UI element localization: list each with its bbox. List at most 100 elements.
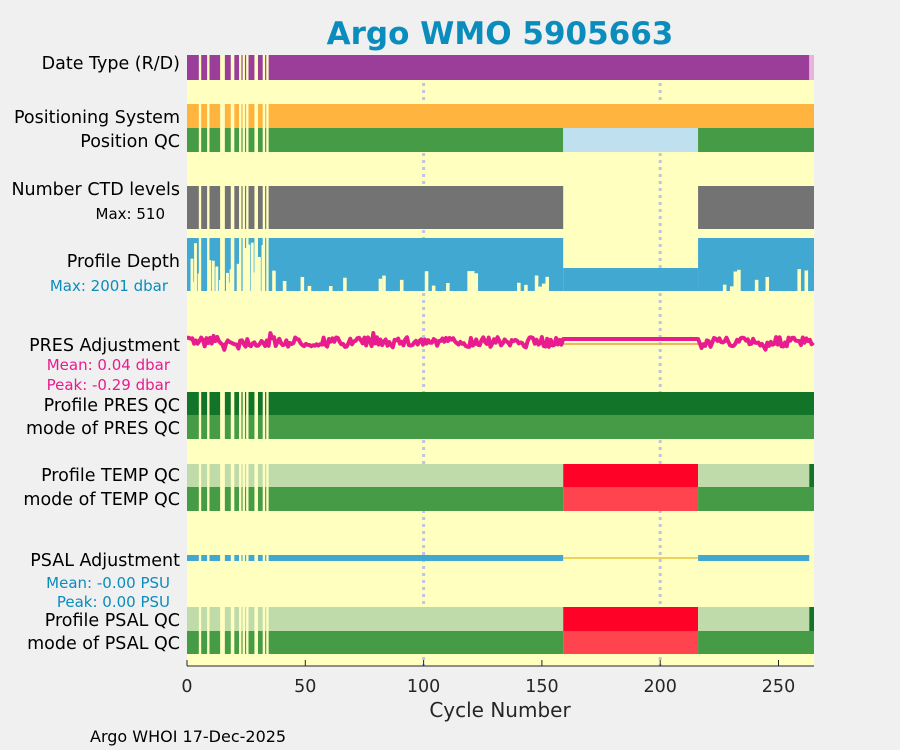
missing-cycle-gap bbox=[230, 128, 235, 152]
missing-cycle-gap bbox=[254, 464, 258, 487]
missing-cycle-gap bbox=[254, 554, 258, 562]
profile-depth-shallow-cycle bbox=[211, 260, 215, 291]
mode_psal_qc-segment bbox=[563, 631, 699, 654]
missing-cycle-gap bbox=[262, 55, 266, 80]
profile_psal_qc-segment bbox=[698, 607, 810, 631]
row-label-mode_pres_qc: mode of PRES QC bbox=[26, 419, 180, 439]
profile-depth-shallow-cycle bbox=[797, 269, 801, 291]
profile-depth-shallow-cycle bbox=[378, 278, 383, 291]
missing-cycle-gap bbox=[254, 186, 258, 229]
missing-cycle-gap bbox=[262, 554, 266, 562]
missing-cycle-gap bbox=[207, 128, 210, 152]
missing-cycle-gap bbox=[207, 186, 210, 229]
missing-cycle-gap bbox=[198, 392, 202, 415]
missing-cycle-gap bbox=[207, 464, 210, 487]
depth-max-sublabel: Max: 2001 dbar bbox=[50, 277, 169, 295]
missing-cycle-gap bbox=[262, 487, 266, 511]
profile-depth-shallow-cycle bbox=[534, 275, 539, 291]
missing-cycle-gap bbox=[266, 631, 269, 654]
missing-cycle-gap bbox=[198, 238, 202, 291]
missing-cycle-gap bbox=[230, 464, 235, 487]
missing-cycle-gap bbox=[254, 55, 258, 80]
missing-cycle-gap bbox=[230, 487, 235, 511]
pres-peak-sublabel: Peak: -0.29 dbar bbox=[47, 376, 171, 394]
missing-cycle-gap bbox=[254, 392, 258, 415]
missing-cycle-gap bbox=[220, 487, 225, 511]
missing-cycle-gap bbox=[246, 554, 249, 562]
mode_psal_qc-segment bbox=[187, 631, 564, 654]
profile-depth-shallow-cycle bbox=[517, 282, 521, 291]
profile-depth-shallow-cycle bbox=[524, 284, 528, 291]
missing-cycle-gap bbox=[230, 238, 235, 291]
x-tick-label: 200 bbox=[644, 677, 677, 697]
profile-depth-shallow-cycle bbox=[243, 248, 247, 291]
profile_psal_qc-segment bbox=[187, 607, 564, 631]
ctd_levels-segment bbox=[698, 186, 814, 229]
row-label-pres_adjustment: PRES Adjustment bbox=[29, 336, 180, 356]
missing-cycle-gap bbox=[262, 631, 266, 654]
missing-cycle-gap bbox=[254, 104, 258, 128]
missing-cycle-gap bbox=[239, 55, 242, 80]
profile-depth-shallow-cycle bbox=[754, 279, 759, 291]
row-label-date_type: Date Type (R/D) bbox=[42, 54, 180, 74]
missing-cycle-gap bbox=[242, 186, 245, 229]
missing-cycle-gap bbox=[230, 631, 235, 654]
missing-cycle-gap bbox=[242, 415, 245, 439]
missing-cycle-gap bbox=[220, 464, 225, 487]
missing-cycle-gap bbox=[230, 392, 235, 415]
missing-cycle-gap bbox=[239, 415, 242, 439]
profile-depth-shallow-cycle bbox=[470, 271, 475, 291]
x-axis-label: Cycle Number bbox=[429, 698, 571, 722]
missing-cycle-gap bbox=[246, 392, 249, 415]
profile-depth-shallow-cycle bbox=[722, 284, 727, 291]
x-tick-label: 250 bbox=[762, 677, 795, 697]
missing-cycle-gap bbox=[220, 55, 225, 80]
missing-cycle-gap bbox=[266, 186, 269, 229]
pres-mean-sublabel: Mean: 0.04 dbar bbox=[47, 356, 171, 374]
x-tick-label: 100 bbox=[407, 677, 440, 697]
profile-depth-shallow-cycle bbox=[733, 271, 738, 291]
missing-cycle-gap bbox=[266, 55, 269, 80]
row-label-profile_pres_qc: Profile PRES QC bbox=[44, 396, 180, 416]
missing-cycle-gap bbox=[242, 554, 245, 562]
mode_temp_qc-segment bbox=[187, 487, 564, 511]
date_type-segment bbox=[187, 55, 810, 80]
missing-cycle-gap bbox=[239, 631, 242, 654]
profile-depth-shallow-cycle bbox=[282, 281, 287, 291]
missing-cycle-gap bbox=[207, 607, 210, 631]
profile-depth-shallow-cycle bbox=[765, 276, 770, 291]
missing-cycle-gap bbox=[220, 186, 225, 229]
date_type-segment bbox=[809, 55, 814, 80]
missing-cycle-gap bbox=[207, 554, 210, 562]
profile-depth-shallow-cycle bbox=[541, 283, 546, 291]
missing-cycle-gap bbox=[220, 392, 225, 415]
missing-cycle-gap bbox=[207, 104, 210, 128]
profile-depth-shallow-cycle bbox=[250, 242, 254, 291]
missing-cycle-gap bbox=[220, 238, 225, 291]
missing-cycle-gap bbox=[207, 631, 210, 654]
missing-cycle-gap bbox=[246, 128, 249, 152]
missing-cycle-gap bbox=[242, 487, 245, 511]
missing-cycle-gap bbox=[239, 392, 242, 415]
missing-cycle-gap bbox=[266, 238, 269, 291]
missing-cycle-gap bbox=[198, 186, 202, 229]
profile-depth-shallow-cycle bbox=[424, 271, 429, 291]
profile-depth-shallow-cycle bbox=[328, 286, 333, 291]
missing-cycle-gap bbox=[242, 392, 245, 415]
missing-cycle-gap bbox=[239, 464, 242, 487]
missing-cycle-gap bbox=[246, 186, 249, 229]
missing-cycle-gap bbox=[207, 392, 210, 415]
missing-cycle-gap bbox=[254, 128, 258, 152]
missing-cycle-gap bbox=[220, 631, 225, 654]
missing-cycle-gap bbox=[242, 464, 245, 487]
missing-cycle-gap bbox=[220, 554, 225, 562]
profile-depth-shallow-cycle bbox=[446, 283, 450, 291]
missing-cycle-gap bbox=[239, 607, 242, 631]
profile-depth-shallow-cycle bbox=[538, 286, 542, 291]
missing-cycle-gap bbox=[254, 607, 258, 631]
profile_temp_qc-segment bbox=[187, 464, 564, 487]
profile-depth-shallow-cycle bbox=[399, 279, 404, 291]
row-label-profile_psal_qc: Profile PSAL QC bbox=[45, 611, 180, 631]
missing-cycle-gap bbox=[239, 186, 242, 229]
